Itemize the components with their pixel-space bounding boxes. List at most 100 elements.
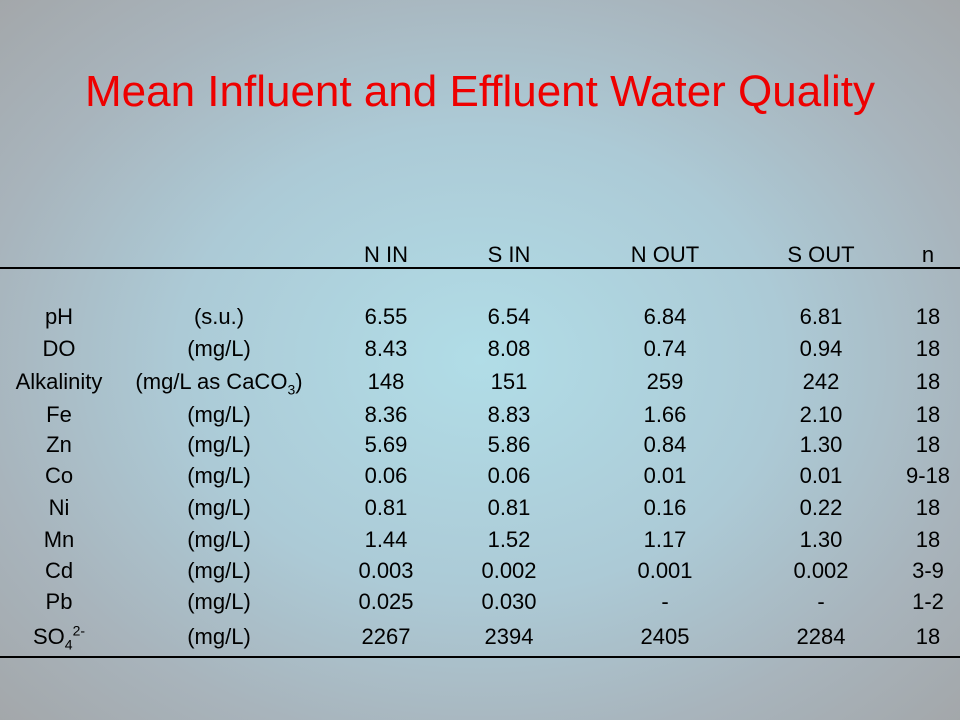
value-s-out: 2.10	[799, 402, 843, 427]
unit-text: (mg/L)	[187, 402, 251, 427]
value-n-in: 0.81	[364, 495, 408, 520]
value-n: 9-18	[905, 463, 951, 488]
value-n-in: 0.025	[358, 589, 414, 614]
value-s-out: 0.94	[799, 336, 843, 361]
table-top-rule	[0, 267, 960, 269]
unit-label: (mg/L)	[187, 432, 251, 458]
value-s-in: 6.54	[487, 304, 531, 329]
unit-text: (mg/L)	[187, 463, 251, 488]
value-s-in: 0.81	[487, 495, 531, 520]
value-n-out: 2405	[640, 624, 690, 649]
param-text: Cd	[44, 558, 74, 583]
param-text: SO	[32, 624, 65, 649]
value-n: 18	[915, 304, 941, 329]
unit-text: (mg/L)	[187, 589, 251, 614]
param-label: Pb	[46, 589, 73, 615]
value-s-out: 6.81	[799, 304, 843, 329]
value-s-out: 0.01	[799, 463, 843, 488]
value-n-in: 6.55	[364, 304, 408, 329]
unit-text: (mg/L)	[187, 527, 251, 552]
param-text: Mn	[43, 527, 75, 552]
value-n-in: 2267	[361, 624, 411, 649]
value-s-out: 0.22	[799, 495, 843, 520]
value-n: 18	[915, 369, 941, 394]
value-n-in: 1.44	[364, 527, 408, 552]
unit-text: (mg/L)	[187, 558, 251, 583]
unit-text-end: )	[295, 369, 303, 394]
header-n-in: N IN	[364, 242, 408, 267]
value-n-out: 0.84	[643, 432, 687, 457]
value-s-in: 2394	[484, 624, 534, 649]
unit-subscript: 3	[287, 381, 296, 398]
value-n-in: 8.43	[364, 336, 408, 361]
param-text: Ni	[48, 495, 70, 520]
value-n-in: 0.003	[358, 558, 414, 583]
value-s-out: 2284	[796, 624, 846, 649]
value-n-out: 259	[646, 369, 684, 394]
value-n-in: 5.69	[364, 432, 408, 457]
value-n: 18	[915, 336, 941, 361]
header-s-in: S IN	[487, 242, 531, 267]
param-label: Mn	[44, 527, 75, 553]
param-text: Pb	[45, 589, 73, 614]
param-subscript: 4	[64, 636, 73, 653]
value-n-out: 1.17	[643, 527, 687, 552]
param-label: Ni	[49, 495, 70, 521]
value-n-out: 0.001	[637, 558, 693, 583]
value-s-out: 0.002	[793, 558, 849, 583]
value-n-in: 148	[367, 369, 405, 394]
param-label: Alkalinity	[16, 369, 103, 395]
unit-label: (mg/L)	[187, 624, 251, 650]
table-bottom-rule	[0, 656, 960, 658]
value-n-in: 8.36	[364, 402, 408, 427]
header-n: n	[921, 242, 935, 267]
value-s-in: 0.002	[481, 558, 537, 583]
param-text: Zn	[46, 432, 72, 457]
param-label: DO	[43, 336, 76, 362]
value-n: 18	[915, 624, 941, 649]
value-s-in: 151	[490, 369, 528, 394]
unit-label: (mg/L)	[187, 558, 251, 584]
unit-label: (mg/L)	[187, 402, 251, 428]
unit-text: (mg/L)	[187, 432, 251, 457]
param-label: Fe	[46, 402, 72, 428]
unit-label: (mg/L as CaCO3)	[135, 369, 303, 398]
param-text: pH	[44, 304, 74, 329]
param-superscript: 2-	[72, 622, 86, 639]
unit-label: (mg/L)	[187, 336, 251, 362]
value-n: 3-9	[912, 558, 944, 583]
param-label: Cd	[45, 558, 73, 584]
value-s-in: 0.06	[487, 463, 531, 488]
value-n: 18	[915, 432, 941, 457]
param-label: pH	[45, 304, 73, 330]
value-s-in: 5.86	[487, 432, 531, 457]
unit-text: (mg/L)	[187, 624, 251, 649]
value-n-out: -	[661, 589, 669, 614]
param-label: SO42-	[32, 622, 86, 653]
unit-label: (s.u.)	[194, 304, 244, 330]
header-s-out: S OUT	[787, 242, 855, 267]
unit-label: (mg/L)	[187, 527, 251, 553]
value-n-out: 1.66	[643, 402, 687, 427]
header-n-out: N OUT	[630, 242, 700, 267]
param-text: Alkalinity	[15, 369, 103, 394]
value-n-out: 0.01	[643, 463, 687, 488]
value-s-in: 1.52	[487, 527, 531, 552]
value-n-in: 0.06	[364, 463, 408, 488]
param-text: DO	[42, 336, 76, 361]
value-s-in: 8.08	[487, 336, 531, 361]
param-text: Fe	[46, 402, 72, 427]
param-label: Co	[45, 463, 73, 489]
unit-text: (mg/L as CaCO	[135, 369, 288, 394]
page-title: Mean Influent and Effluent Water Quality	[84, 67, 875, 116]
value-n: 18	[915, 402, 941, 427]
value-s-out: 242	[802, 369, 840, 394]
value-s-out: -	[817, 589, 825, 614]
value-s-in: 8.83	[487, 402, 531, 427]
unit-label: (mg/L)	[187, 589, 251, 615]
param-label: Zn	[46, 432, 72, 458]
value-s-out: 1.30	[799, 432, 843, 457]
value-n-out: 6.84	[643, 304, 687, 329]
value-n-out: 0.16	[643, 495, 687, 520]
param-text: Co	[44, 463, 74, 488]
